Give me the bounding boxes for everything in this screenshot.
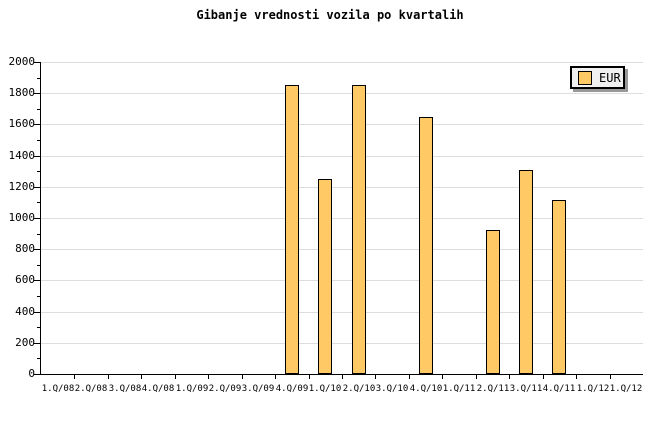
y-axis-label: 800 [15,242,35,255]
x-axis-tick [242,374,243,379]
y-axis-tick [37,140,40,141]
x-axis-tick [141,374,142,379]
y-axis-label: 400 [15,305,35,318]
y-axis-tick [37,171,40,172]
x-axis-tick [442,374,443,379]
bar-3.Q/11 [519,170,533,374]
x-axis-label: 1.Q/09 [175,384,209,394]
y-axis-label: 1000 [8,211,36,224]
bar-2.Q/11 [486,230,500,374]
gridline [41,93,643,94]
gridline [41,62,643,63]
gridline [41,187,643,188]
x-axis-tick [476,374,477,379]
y-axis-tick [37,265,40,266]
gridline [41,156,643,157]
x-axis-label: 1.Q/12 [609,384,643,394]
legend-swatch-icon [578,70,592,85]
legend: EUR [570,66,625,89]
x-axis-label: 3.Q/08 [108,384,142,394]
bar-4.Q/11 [552,200,566,374]
y-axis-tick [34,280,40,281]
y-axis-label: 1800 [8,86,36,99]
x-axis-label: 1.Q/12 [576,384,610,394]
y-axis-tick [34,93,40,94]
y-axis-tick [34,124,40,125]
x-axis-label: 3.Q/09 [241,384,275,394]
x-axis-label: 1.Q/10 [308,384,342,394]
x-axis-label: 1.Q/08 [41,384,75,394]
x-axis-tick [375,374,376,379]
x-axis-tick [342,374,343,379]
x-axis-label: 3.Q/10 [375,384,409,394]
x-axis-tick [409,374,410,379]
bar-1.Q/10 [318,179,332,374]
x-axis-label: 4.Q/08 [141,384,175,394]
y-axis-label: 2000 [8,55,36,68]
y-axis-label: 1400 [8,149,36,162]
x-axis-tick [208,374,209,379]
y-axis-tick [37,296,40,297]
gridline [41,312,643,313]
plot-area [34,62,643,379]
x-axis-label: 4.Q/09 [275,384,309,394]
bar-2.Q/10 [352,85,366,374]
y-axis-label: 1200 [8,180,36,193]
y-axis-tick [34,374,40,375]
y-axis-tick [37,78,40,79]
y-axis-tick [34,62,40,63]
gridline [41,124,643,125]
gridline [41,249,643,250]
x-axis-tick [610,374,611,379]
x-axis-tick [576,374,577,379]
gridline [41,280,643,281]
y-axis-label: 1600 [8,117,36,130]
x-axis-label: 4.Q/11 [542,384,576,394]
x-axis-tick [509,374,510,379]
y-axis-label: 200 [15,336,35,349]
y-axis-tick [34,249,40,250]
legend-label: EUR [599,70,621,85]
y-axis-tick [34,187,40,188]
x-axis-tick [108,374,109,379]
y-axis-tick [37,358,40,359]
x-axis-tick [74,374,75,379]
x-axis-label: 2.Q/10 [342,384,376,394]
x-axis-tick [275,374,276,379]
chart-title: Gibanje vrednosti vozila po kvartalih [196,8,464,22]
x-axis-tick [543,374,544,379]
y-axis-tick [37,327,40,328]
y-axis-label: 600 [15,273,35,286]
y-axis-tick [37,202,40,203]
y-axis-tick [37,109,40,110]
gridline [41,343,643,344]
x-axis-label: 4.Q/10 [409,384,443,394]
bar-4.Q/09 [285,85,299,374]
x-axis-label: 2.Q/08 [74,384,108,394]
gridline [41,218,643,219]
y-axis-tick [34,156,40,157]
y-axis-tick [37,234,40,235]
y-axis-tick [34,343,40,344]
y-axis-label: 0 [28,367,35,380]
x-axis-label: 2.Q/11 [476,384,510,394]
y-axis-tick [34,312,40,313]
bar-4.Q/10 [419,117,433,374]
x-axis-label: 3.Q/11 [509,384,543,394]
x-axis-tick [309,374,310,379]
x-axis-tick [175,374,176,379]
x-axis-label: 2.Q/09 [208,384,242,394]
y-axis-tick [34,218,40,219]
x-axis-label: 1.Q/11 [442,384,476,394]
